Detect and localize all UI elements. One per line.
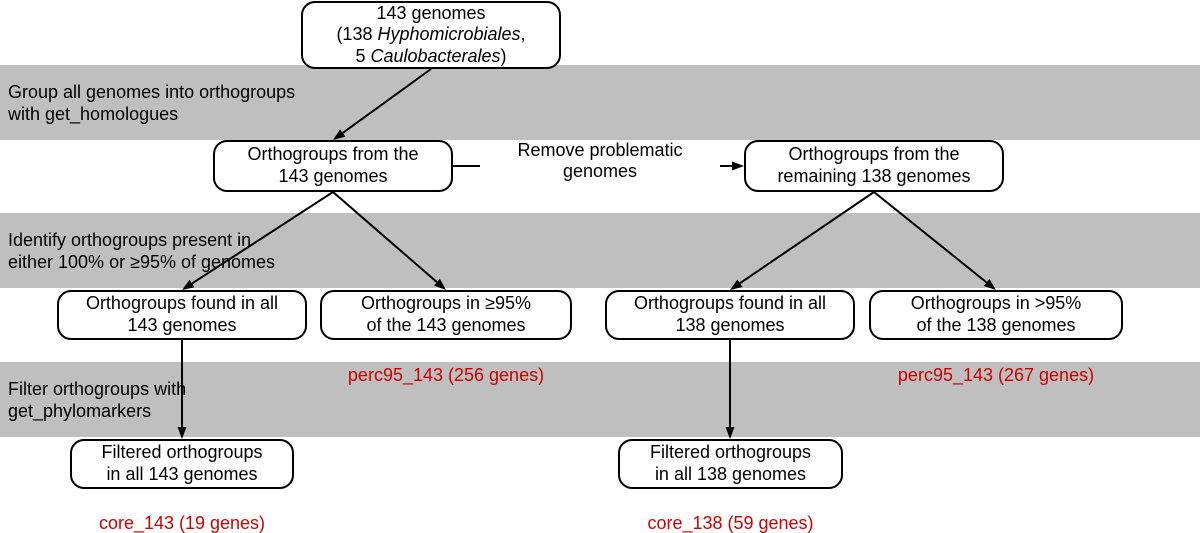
node-og143: Orthogroups from the 143 genomes <box>213 140 453 192</box>
red-p95-143: perc95_143 (256 genes) <box>320 344 572 385</box>
line: of the 143 genomes <box>366 315 525 337</box>
node-root-line2: (138 Hyphomicrobiales, <box>336 24 525 46</box>
line: Orthogroups in >95% <box>911 293 1082 315</box>
line: 143 genomes <box>278 166 387 188</box>
line: 143 genomes <box>127 315 236 337</box>
node-root-line1: 143 genomes <box>376 3 485 25</box>
red-text: perc95_143 (267 genes) <box>898 365 1094 385</box>
red-text: perc95_143 (256 genes) <box>348 365 544 385</box>
line: Orthogroups from the <box>788 144 959 166</box>
red-core138: core_138 (59 genes) <box>618 492 843 533</box>
txt-em: Hyphomicrobiales <box>377 24 520 44</box>
node-p95-138: Orthogroups in >95% of the 138 genomes <box>869 290 1123 340</box>
txt: , <box>521 24 526 44</box>
node-all138: Orthogroups found in all 138 genomes <box>605 290 855 340</box>
txt: ) <box>501 46 507 66</box>
line: in all 143 genomes <box>106 464 257 486</box>
node-og138: Orthogroups from the remaining 138 genom… <box>744 140 1004 192</box>
edge-label-remove: Remove problematic genomes <box>480 140 720 181</box>
line: Orthogroups found in all <box>634 293 826 315</box>
node-root: 143 genomes (138 Hyphomicrobiales, 5 Cau… <box>301 1 561 69</box>
txt-em: Caulobacterales <box>370 46 500 66</box>
line: Orthogroups from the <box>247 144 418 166</box>
red-text: core_138 (59 genes) <box>647 513 813 533</box>
step-label-3: Filter orthogroups with get_phylomarkers <box>8 379 186 422</box>
line: 138 genomes <box>675 315 784 337</box>
line: remaining 138 genomes <box>777 166 970 188</box>
step-label-2: Identify orthogroups present in either 1… <box>8 230 275 273</box>
line: Orthogroups in ≥95% <box>361 293 531 315</box>
txt: 5 <box>355 46 370 66</box>
line: Filtered orthogroups <box>650 442 811 464</box>
red-core143: core_143 (19 genes) <box>70 492 294 533</box>
node-p95-143: Orthogroups in ≥95% of the 143 genomes <box>320 290 572 340</box>
line: Orthogroups found in all <box>86 293 278 315</box>
line: of the 138 genomes <box>916 315 1075 337</box>
step-label-1: Group all genomes into orthogroups with … <box>8 82 295 125</box>
node-all143: Orthogroups found in all 143 genomes <box>57 290 307 340</box>
node-core138: Filtered orthogroups in all 138 genomes <box>618 439 843 489</box>
node-core143: Filtered orthogroups in all 143 genomes <box>70 439 294 489</box>
red-p95-138: perc95_143 (267 genes) <box>869 344 1123 385</box>
line: Filtered orthogroups <box>101 442 262 464</box>
txt: (138 <box>336 24 377 44</box>
node-root-line3: 5 Caulobacterales) <box>355 46 506 68</box>
red-text: core_143 (19 genes) <box>99 513 265 533</box>
line: in all 138 genomes <box>655 464 806 486</box>
